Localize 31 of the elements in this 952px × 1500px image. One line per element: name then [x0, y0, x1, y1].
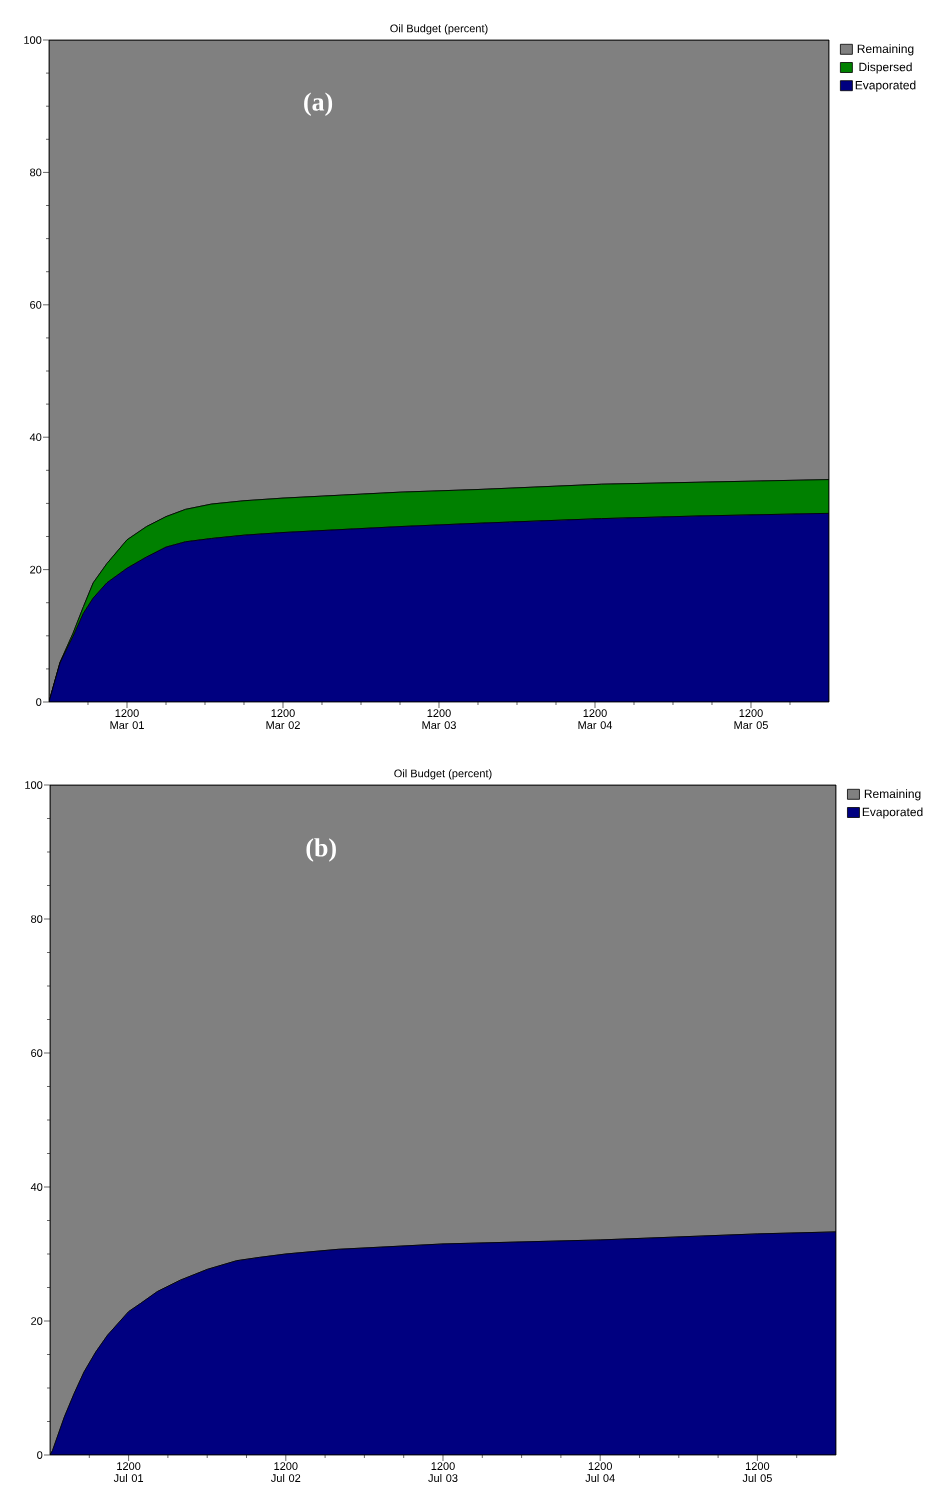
annotation: (a) [304, 92, 333, 116]
legend-label: Evaporated [862, 807, 923, 819]
y-tick-label: 0 [36, 698, 42, 706]
x-tick-label: 1200 Jul 04 [585, 1462, 615, 1482]
x-tick-label: 1200 Jul 01 [113, 1462, 144, 1482]
y-tick-label: 80 [30, 168, 42, 177]
y-tick-label: 60 [31, 1049, 43, 1057]
legend-label: Remaining [857, 44, 914, 56]
x-tick-label: 1200 Mar 03 [422, 709, 456, 729]
chart-title: Oil Budget (percent) [394, 769, 492, 780]
legend-label: Dispersed [859, 62, 912, 74]
x-tick-label: 1200 Mar 05 [734, 709, 768, 729]
y-tick-label: 80 [31, 915, 43, 923]
y-tick-label: 100 [24, 36, 42, 44]
x-tick-label: 1200 Jul 02 [270, 1462, 301, 1482]
y-tick-label: 100 [25, 781, 43, 789]
y-tick-label: 60 [30, 300, 42, 309]
x-tick-label: 1200 Mar 04 [578, 709, 613, 729]
x-tick-label: 1200 Jul 05 [742, 1462, 772, 1482]
y-tick-label: 20 [31, 1317, 43, 1325]
annotation: (b) [306, 838, 336, 862]
x-tick-label: 1200 Jul 03 [428, 1462, 458, 1482]
y-tick-label: 40 [30, 1183, 43, 1191]
x-tick-label: 1200 Mar 01 [110, 709, 144, 729]
y-tick-label: 0 [37, 1451, 43, 1459]
chart-title: Oil Budget (percent) [390, 24, 488, 35]
legend-label: Remaining [864, 789, 921, 801]
y-tick-label: 40 [29, 433, 42, 442]
x-tick-label: 1200 Mar 02 [266, 709, 300, 729]
legend-label: Evaporated [855, 80, 916, 92]
y-tick-label: 20 [30, 565, 42, 574]
